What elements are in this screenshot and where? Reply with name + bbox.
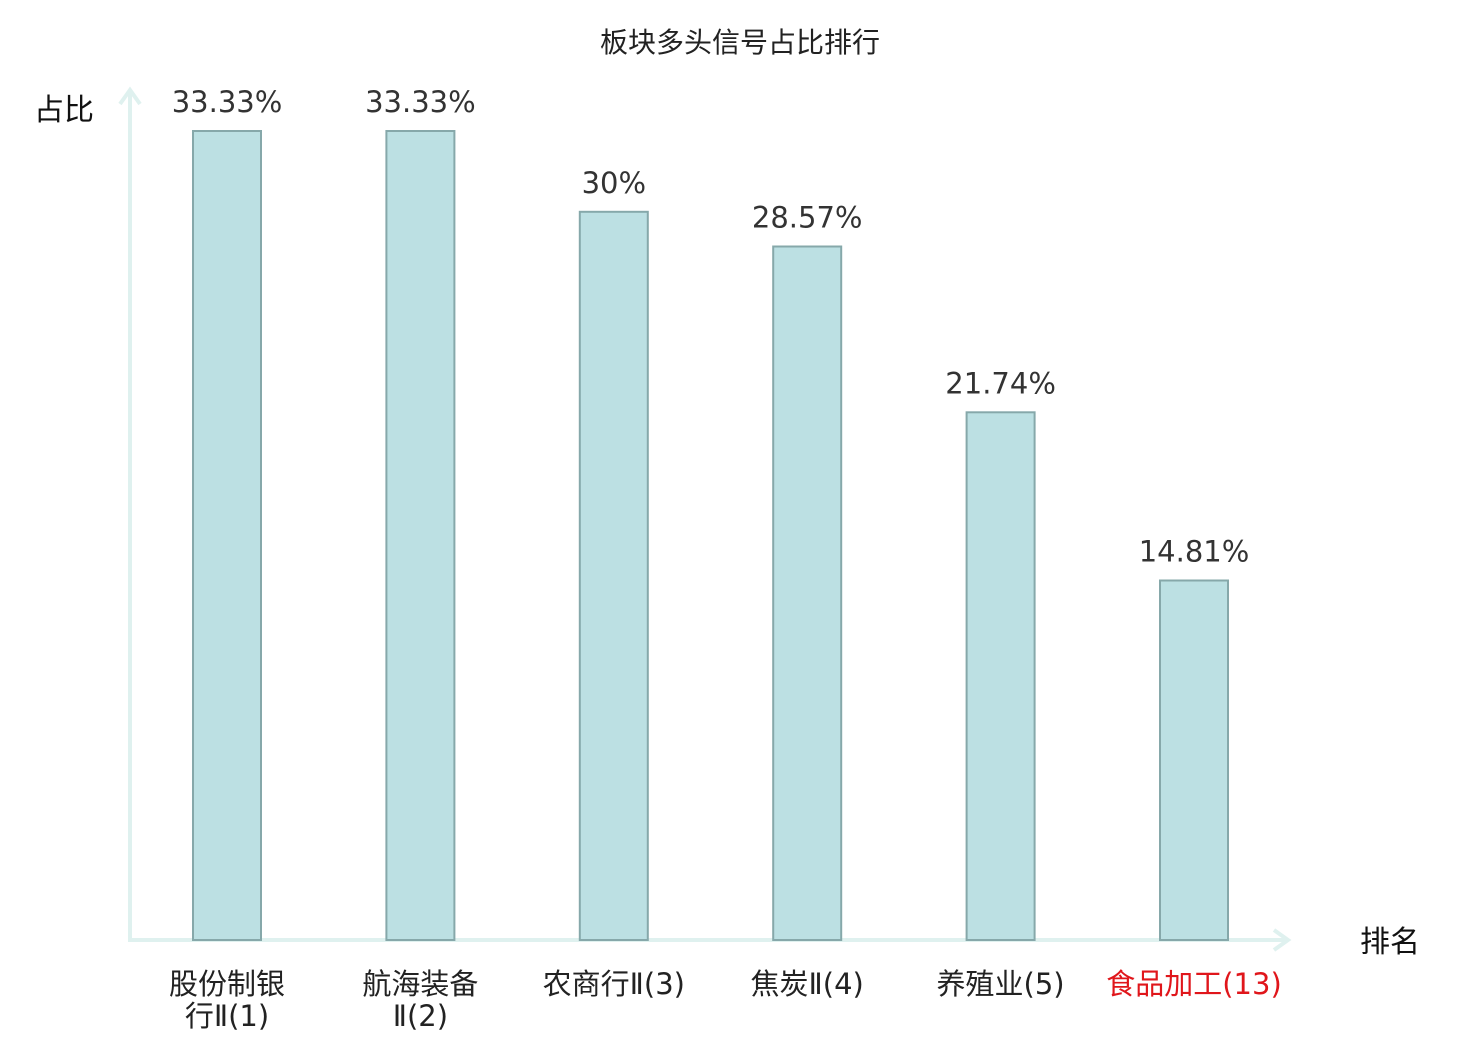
- y-axis-arrow: [118, 86, 142, 106]
- x-axis-arrow: [1272, 928, 1292, 952]
- bar-4: [772, 245, 843, 941]
- x-axis-title: 排名: [1360, 925, 1420, 960]
- y-axis-title: 占比: [34, 93, 94, 128]
- bar-1: [192, 130, 262, 941]
- value-labels-group: 33.33% 33.33% 30% 28.57% 21.74% 14.81%: [172, 85, 1250, 569]
- category-labels-group: 股份制银行Ⅱ(1) 航海装备 Ⅱ(2) 农商行Ⅱ(3) 焦炭Ⅱ(4) 养殖业(5) 食品加工…: [169, 967, 1282, 1033]
- category-label-2: 航海装备 Ⅱ(2): [362, 967, 478, 1033]
- value-label-4: 28.57%: [752, 201, 863, 235]
- bar-2: [385, 130, 456, 941]
- category-label-3: 农商行Ⅱ(3): [543, 967, 685, 1001]
- value-label-1: 33.33%: [172, 85, 283, 119]
- value-label-5: 21.74%: [945, 366, 1056, 400]
- chart-title: 板块多头信号占比排行: [600, 26, 880, 59]
- category-label-6: 食品加工(13): [1106, 967, 1282, 1001]
- value-label-6: 14.81%: [1139, 535, 1250, 569]
- value-label-2: 33.33%: [365, 85, 476, 119]
- category-label-5: 养殖业(5): [937, 967, 1065, 1001]
- category-label-4: 焦炭Ⅱ(4): [751, 967, 864, 1001]
- bars-group: [192, 130, 1229, 942]
- bar-3: [578, 210, 649, 942]
- value-label-3: 30%: [582, 166, 646, 200]
- category-label-1: 股份制银行Ⅱ(1): [169, 967, 285, 1033]
- bar-5: [965, 411, 1036, 941]
- bar-6: [1159, 579, 1229, 941]
- axes: [118, 86, 1292, 952]
